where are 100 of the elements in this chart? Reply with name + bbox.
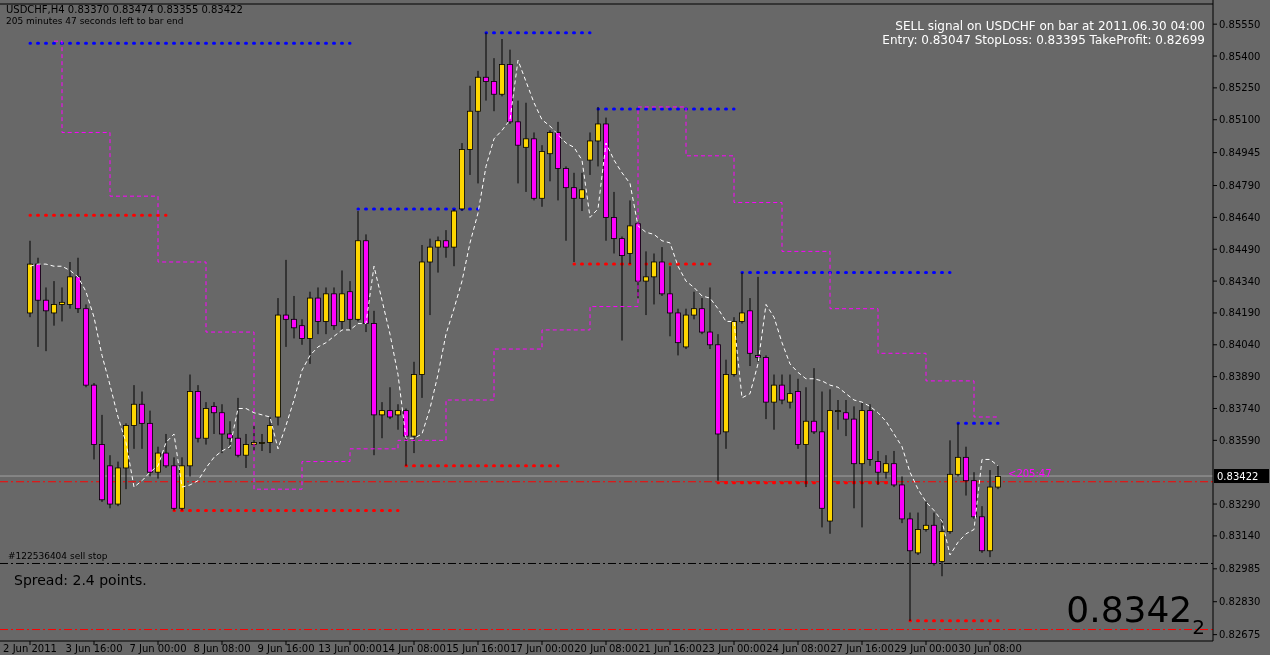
ref-line-label: #122536404 sell stop bbox=[8, 551, 108, 562]
candlestick bbox=[291, 295, 297, 339]
candlestick bbox=[387, 386, 393, 420]
candlestick bbox=[563, 165, 569, 242]
y-tick-label: 0.82830 bbox=[1219, 596, 1261, 608]
candlestick bbox=[299, 318, 305, 346]
candlestick bbox=[995, 465, 1001, 490]
x-tick-label: 7 Jun 00:00 bbox=[129, 643, 187, 654]
y-tick-label: 0.83290 bbox=[1219, 498, 1261, 510]
candlestick bbox=[955, 422, 961, 477]
candlestick bbox=[699, 297, 705, 335]
y-tick-label: 0.83740 bbox=[1219, 402, 1261, 414]
y-tick-label: 0.85550 bbox=[1219, 18, 1261, 30]
candlestick bbox=[267, 416, 273, 454]
y-tick-label: 0.84040 bbox=[1219, 339, 1261, 351]
candlestick bbox=[739, 272, 745, 325]
x-tick-label: 13 Jun 00:00 bbox=[318, 643, 382, 654]
candlestick bbox=[755, 276, 761, 363]
y-tick-label: 0.84190 bbox=[1219, 307, 1261, 319]
candlestick bbox=[155, 446, 161, 480]
candlestick bbox=[923, 501, 929, 533]
x-tick-label: 15 Jun 16:00 bbox=[446, 643, 510, 654]
text: <205:47 bbox=[1008, 468, 1052, 479]
x-tick-label: 23 Jun 00:00 bbox=[702, 643, 766, 654]
candlestick bbox=[787, 374, 793, 409]
candlestick bbox=[483, 32, 489, 102]
candlestick bbox=[619, 236, 625, 342]
candlestick bbox=[811, 367, 817, 435]
x-tick-label: 30 Jun 08:00 bbox=[958, 643, 1022, 654]
candlestick bbox=[891, 450, 897, 488]
annotation: SELL signal on USDCHF on bar at 2011.06.30 04:00 bbox=[895, 19, 1205, 33]
chart-title: USDCHF,H4 0.83370 0.83474 0.83355 0.83422 bbox=[6, 4, 243, 15]
y-tick-label: 0.83140 bbox=[1219, 530, 1261, 542]
candlestick bbox=[779, 374, 785, 405]
candlestick bbox=[595, 106, 601, 167]
candlestick bbox=[915, 512, 921, 556]
candlestick bbox=[427, 238, 433, 316]
candlestick bbox=[643, 250, 649, 316]
candlestick bbox=[51, 280, 57, 327]
candlestick bbox=[59, 286, 65, 322]
y-tick-label: 0.85100 bbox=[1219, 114, 1261, 126]
candlestick bbox=[243, 433, 249, 469]
candlestick bbox=[771, 374, 777, 431]
candlestick bbox=[571, 172, 577, 263]
x-tick-label: 8 Jun 08:00 bbox=[193, 643, 251, 654]
candlestick bbox=[875, 450, 881, 486]
candlestick bbox=[43, 286, 49, 352]
candlestick bbox=[227, 420, 233, 450]
candlestick bbox=[691, 291, 697, 320]
candlestick bbox=[379, 401, 385, 439]
candlestick bbox=[803, 386, 809, 488]
y-tick-label: 0.83590 bbox=[1219, 434, 1261, 446]
candlestick bbox=[651, 252, 657, 305]
y-tick-label: 0.82675 bbox=[1219, 629, 1261, 641]
candlestick bbox=[835, 399, 841, 431]
y-tick-label: 0.85250 bbox=[1219, 82, 1261, 94]
x-tick-label: 17 Jun 00:00 bbox=[510, 643, 574, 654]
candlestick bbox=[395, 403, 401, 431]
candlestick bbox=[211, 401, 217, 435]
x-tick-label: 9 Jun 16:00 bbox=[257, 643, 315, 654]
candlestick bbox=[235, 397, 241, 458]
x-tick-label: 3 Jun 16:00 bbox=[65, 643, 123, 654]
y-tick-label: 0.85400 bbox=[1219, 50, 1261, 62]
candlestick bbox=[883, 454, 889, 480]
y-tick-label: 0.84945 bbox=[1219, 147, 1261, 159]
candlestick bbox=[163, 433, 169, 469]
candlestick bbox=[219, 403, 225, 454]
candlestick bbox=[491, 57, 497, 112]
candlestick bbox=[667, 265, 673, 337]
x-tick-label: 29 Jun 00:00 bbox=[894, 643, 958, 654]
candlestick bbox=[843, 399, 849, 437]
candlestick bbox=[523, 102, 529, 193]
candlestick bbox=[131, 384, 137, 450]
candlestick bbox=[139, 391, 145, 450]
y-tick-label: 0.84340 bbox=[1219, 275, 1261, 287]
y-tick-label: 0.82985 bbox=[1219, 563, 1261, 575]
y-tick-label: 0.83890 bbox=[1219, 371, 1261, 383]
x-tick-label: 20 Jun 08:00 bbox=[574, 643, 638, 654]
text: 0.8342$_{2}$ bbox=[1066, 589, 1205, 639]
x-tick-label: 14 Jun 08:00 bbox=[382, 643, 446, 654]
ref-line-label: 0.83422 bbox=[1217, 471, 1259, 483]
x-tick-label: 2 Jun 2011 bbox=[3, 643, 57, 654]
x-tick-label: 27 Jun 16:00 bbox=[830, 643, 894, 654]
x-tick-label: 24 Jun 08:00 bbox=[766, 643, 830, 654]
y-tick-label: 0.84790 bbox=[1219, 180, 1261, 192]
candlestick bbox=[611, 191, 617, 254]
candlestick bbox=[443, 229, 449, 259]
candlestick bbox=[315, 286, 321, 335]
candlestick bbox=[587, 131, 593, 176]
annotation: Spread: 2.4 points. bbox=[14, 572, 147, 588]
annotation: Entry: 0.83047 StopLoss: 0.83395 TakeProfit: 0.82699 bbox=[882, 33, 1205, 47]
y-tick-label: 0.84490 bbox=[1219, 243, 1261, 255]
candlestick bbox=[963, 446, 969, 497]
candlestick bbox=[283, 259, 289, 348]
candlestick bbox=[579, 172, 585, 212]
candlestick bbox=[515, 100, 521, 184]
x-tick-label: 21 Jun 16:00 bbox=[638, 643, 702, 654]
candlestick bbox=[707, 286, 713, 350]
y-tick-label: 0.84640 bbox=[1219, 211, 1261, 223]
candlestick bbox=[547, 129, 553, 182]
